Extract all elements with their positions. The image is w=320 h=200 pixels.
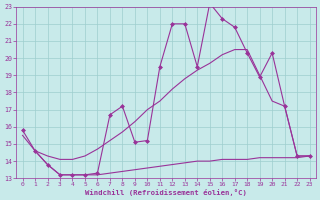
X-axis label: Windchill (Refroidissement éolien,°C): Windchill (Refroidissement éolien,°C) bbox=[85, 189, 247, 196]
